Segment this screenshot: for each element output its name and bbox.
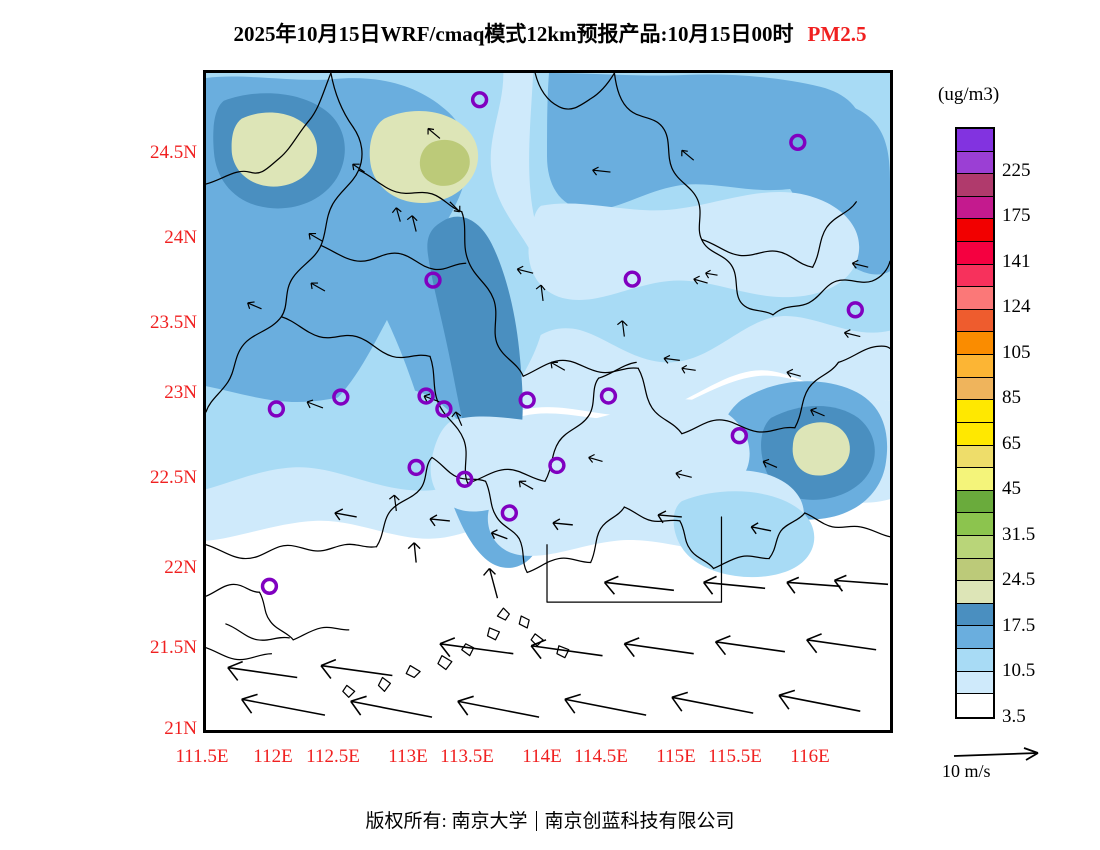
city-marker bbox=[623, 270, 641, 288]
lon-tick-label: 112.5E bbox=[306, 746, 360, 767]
lon-tick-label: 114E bbox=[522, 746, 562, 767]
city-marker bbox=[548, 456, 566, 475]
footer-separator bbox=[535, 811, 537, 831]
colorbar-band bbox=[957, 174, 993, 197]
colorbar-band bbox=[957, 151, 993, 175]
wind-vectors bbox=[227, 127, 889, 718]
city-marker bbox=[435, 400, 453, 418]
city-marker bbox=[407, 458, 425, 477]
colorbar-tick-label: 45 bbox=[1002, 478, 1021, 500]
lon-tick-label: 116E bbox=[790, 746, 830, 767]
colorbar-tick-label: 24.5 bbox=[1002, 569, 1036, 591]
city-marker bbox=[424, 271, 442, 289]
lon-tick-label: 115E bbox=[656, 746, 696, 767]
map-canvas bbox=[206, 73, 890, 730]
colorbar-tick-label: 175 bbox=[1002, 205, 1031, 227]
title-species-text: PM2.5 bbox=[807, 22, 867, 46]
colorbar-band bbox=[957, 287, 993, 310]
city-marker bbox=[260, 577, 279, 595]
colorbar-band bbox=[957, 626, 993, 650]
colorbar-tick-labels: 225 175 141 124 105 85 65 45 31.5 24.5 17.5 10.5 3.5 bbox=[1002, 127, 1098, 727]
copyright-left: 版权所有: 南京大学 bbox=[365, 811, 528, 832]
city-marker bbox=[730, 427, 748, 445]
colorbar-band bbox=[957, 309, 993, 333]
lat-tick-label: 21.5N bbox=[150, 637, 197, 658]
colorbar-band bbox=[957, 581, 993, 604]
colorbar-tick-label: 124 bbox=[1002, 296, 1031, 318]
lon-tick-label: 113E bbox=[388, 746, 428, 767]
city-marker bbox=[789, 133, 807, 152]
colorbar-band bbox=[957, 242, 993, 265]
colorbar-band bbox=[957, 219, 993, 243]
lat-tick-label: 23N bbox=[164, 382, 197, 403]
colorbar-tick-label: 85 bbox=[1002, 387, 1021, 409]
copyright-right: 南京创蓝科技有限公司 bbox=[544, 811, 735, 832]
colorbar-band bbox=[957, 196, 993, 220]
colorbar-band bbox=[957, 649, 993, 672]
city-marker bbox=[470, 91, 489, 109]
colorbar-tick-label: 141 bbox=[1002, 250, 1031, 272]
city-marker bbox=[500, 504, 519, 522]
concentration-contours bbox=[206, 73, 890, 578]
city-marker bbox=[518, 391, 536, 409]
colorbar-tick-label: 17.5 bbox=[1002, 614, 1036, 636]
title-main-text: 2025年10月15日WRF/cmaq模式12km预报产品:10月15日00时 bbox=[233, 22, 794, 46]
colorbar-band bbox=[957, 513, 993, 536]
colorbar-band bbox=[957, 490, 993, 514]
colorbar-band bbox=[957, 671, 993, 695]
city-marker bbox=[267, 400, 286, 418]
lat-tick-label: 23.5N bbox=[150, 312, 197, 333]
colorbar-band bbox=[957, 468, 993, 491]
colorbar-tick-label: 3.5 bbox=[1002, 706, 1026, 727]
arrow-right-icon bbox=[953, 747, 1039, 761]
boundaries-layer bbox=[206, 73, 890, 698]
lat-tick-label: 22N bbox=[164, 557, 197, 578]
colorbar-band bbox=[957, 400, 993, 423]
colorbar-band bbox=[957, 445, 993, 469]
colorbar-band bbox=[957, 603, 993, 627]
colorbar-band bbox=[957, 535, 993, 559]
colorbar-band bbox=[957, 558, 993, 582]
lon-tick-label: 115.5E bbox=[708, 746, 762, 767]
city-marker bbox=[599, 387, 618, 405]
colorbar-band bbox=[957, 377, 993, 401]
colorbar-band bbox=[957, 264, 993, 288]
colorbar[interactable] bbox=[955, 127, 995, 719]
colorbar-tick-label: 225 bbox=[1002, 159, 1031, 181]
city-marker bbox=[332, 388, 350, 406]
colorbar-tick-label: 10.5 bbox=[1002, 660, 1036, 682]
lon-tick-label: 113.5E bbox=[440, 746, 494, 767]
lon-tick-label: 114.5E bbox=[574, 746, 628, 767]
city-marker bbox=[846, 301, 864, 319]
colorbar-band bbox=[957, 422, 993, 446]
colorbar-band bbox=[957, 129, 993, 152]
wind-scale-key: 10 m/s bbox=[938, 745, 1078, 782]
forecast-map[interactable] bbox=[203, 70, 893, 733]
lat-tick-label: 24N bbox=[164, 227, 197, 248]
city-marker bbox=[417, 387, 435, 405]
lat-tick-label: 24.5N bbox=[150, 142, 197, 163]
colorbar-band bbox=[957, 694, 993, 717]
lon-tick-label: 111.5E bbox=[175, 746, 229, 767]
colorbar-tick-label: 31.5 bbox=[1002, 523, 1036, 545]
colorbar-tick-label: 65 bbox=[1002, 432, 1021, 454]
copyright-footer: 版权所有: 南京大学 南京创蓝科技有限公司 bbox=[0, 806, 1100, 833]
lat-tick-label: 21N bbox=[164, 718, 197, 739]
city-marker bbox=[456, 470, 474, 488]
colorbar-units-label: (ug/m3) bbox=[938, 84, 1000, 105]
lat-tick-label: 22.5N bbox=[150, 467, 197, 488]
colorbar-tick-label: 105 bbox=[1002, 341, 1031, 363]
city-markers[interactable] bbox=[260, 91, 864, 595]
lon-tick-label: 112E bbox=[253, 746, 293, 767]
colorbar-band bbox=[957, 332, 993, 356]
wind-scale-label: 10 m/s bbox=[942, 761, 991, 781]
colorbar-band bbox=[957, 355, 993, 378]
page-title: 2025年10月15日WRF/cmaq模式12km预报产品:10月15日00时 P… bbox=[0, 18, 1100, 48]
